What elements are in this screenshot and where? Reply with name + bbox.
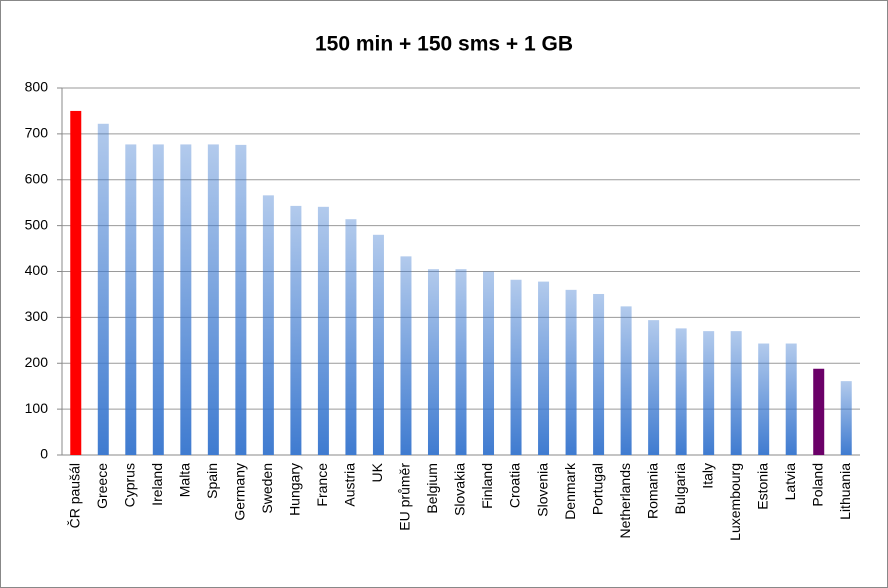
bar bbox=[70, 110, 82, 455]
bar bbox=[372, 234, 384, 455]
x-tick-label: UK bbox=[369, 462, 385, 482]
bar bbox=[565, 289, 577, 455]
x-tick-label: Bulgaria bbox=[672, 463, 688, 515]
x-tick-label: Cyprus bbox=[121, 463, 137, 507]
x-tick-label: Sweden bbox=[259, 463, 275, 514]
bar bbox=[510, 279, 522, 455]
y-tick-label: 200 bbox=[25, 354, 49, 370]
bar bbox=[427, 269, 439, 455]
bar bbox=[730, 331, 742, 455]
x-tick-label: Portugal bbox=[589, 463, 605, 515]
y-tick-label: 500 bbox=[25, 216, 49, 232]
x-tick-label: Belgium bbox=[424, 463, 440, 514]
bar bbox=[97, 123, 109, 455]
bar bbox=[235, 144, 247, 455]
bar bbox=[785, 343, 797, 455]
y-tick-label: 0 bbox=[40, 446, 48, 462]
y-tick-label: 100 bbox=[25, 400, 49, 416]
bar bbox=[180, 144, 192, 455]
x-tick-label: Lithuania bbox=[837, 463, 853, 520]
bar bbox=[703, 331, 715, 455]
x-tick-label: ČR paušál bbox=[66, 463, 82, 528]
y-tick-label: 600 bbox=[25, 170, 49, 186]
x-tick-label: Slovakia bbox=[452, 463, 468, 516]
x-tick-label: Malta bbox=[177, 463, 193, 497]
chart-title: 150 min + 150 sms + 1 GB bbox=[315, 33, 573, 56]
bar bbox=[345, 219, 357, 455]
bar bbox=[620, 306, 632, 455]
x-tick-label: Slovenia bbox=[534, 463, 550, 517]
x-tick-label: Italy bbox=[699, 463, 715, 489]
bar bbox=[648, 320, 660, 455]
x-tick-label: Finland bbox=[479, 463, 495, 509]
bar bbox=[290, 205, 302, 455]
x-tick-label: EU průměr bbox=[397, 463, 413, 531]
y-tick-label: 400 bbox=[25, 262, 49, 278]
bar bbox=[400, 256, 412, 455]
bar bbox=[483, 271, 495, 455]
x-tick-label: Austria bbox=[342, 463, 358, 507]
x-tick-label: Croatia bbox=[507, 463, 523, 508]
x-tick-label: France bbox=[314, 463, 330, 507]
x-tick-label: Poland bbox=[809, 463, 825, 507]
x-tick-label: Denmark bbox=[562, 462, 578, 520]
bar bbox=[758, 343, 770, 455]
x-tick-label: Luxembourg bbox=[727, 463, 743, 541]
bar bbox=[262, 195, 274, 455]
bar bbox=[455, 269, 467, 455]
y-tick-label: 800 bbox=[25, 79, 49, 95]
bar bbox=[840, 381, 852, 455]
x-tick-label: Estonia bbox=[754, 463, 770, 510]
bar bbox=[538, 281, 550, 455]
bar bbox=[675, 328, 687, 455]
x-tick-label: Ireland bbox=[149, 463, 165, 506]
bar bbox=[207, 144, 219, 455]
bar bbox=[317, 206, 329, 455]
bar bbox=[125, 144, 137, 455]
y-tick-label: 700 bbox=[25, 125, 49, 141]
x-tick-label: Latvia bbox=[782, 463, 798, 501]
x-tick-label: Spain bbox=[204, 463, 220, 499]
x-tick-label: Germany bbox=[232, 463, 248, 521]
x-tick-label: Hungary bbox=[287, 463, 303, 516]
x-tick-label: Greece bbox=[94, 463, 110, 509]
x-tick-label: Romania bbox=[644, 463, 660, 519]
x-tick-label: Netherlands bbox=[617, 463, 633, 539]
bar bbox=[593, 293, 605, 455]
bar bbox=[152, 144, 164, 455]
bar bbox=[813, 368, 825, 455]
y-tick-label: 300 bbox=[25, 308, 49, 324]
